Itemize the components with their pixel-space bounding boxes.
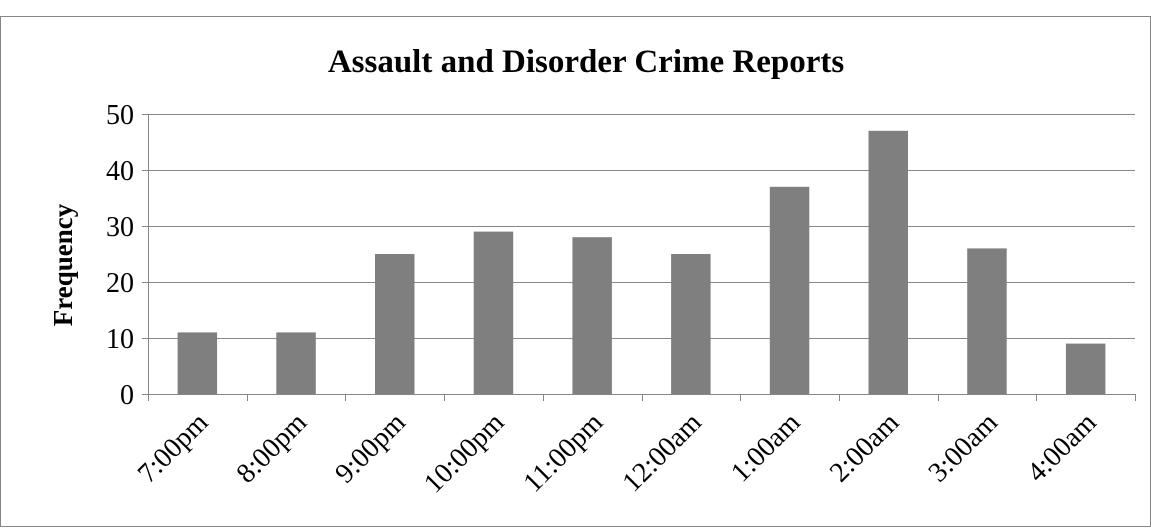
bar-3:00am bbox=[967, 248, 1007, 394]
y-tick-label: 20 bbox=[106, 268, 134, 299]
y-tick-label: 50 bbox=[106, 100, 134, 131]
bar-12:00am bbox=[671, 254, 711, 394]
y-tick-label: 40 bbox=[106, 156, 134, 187]
bar-2:00am bbox=[868, 130, 908, 395]
axes bbox=[142, 114, 1136, 401]
bar-7:00pm bbox=[177, 332, 218, 394]
bar-10:00pm bbox=[473, 231, 514, 394]
chart-title: Assault and Disorder Crime Reports bbox=[328, 44, 845, 80]
y-tick-label: 0 bbox=[120, 380, 134, 411]
bar-1:00am bbox=[769, 186, 810, 394]
y-axis-label: Frequency bbox=[48, 203, 78, 326]
bar-4:00am bbox=[1065, 343, 1106, 394]
bar-8:00pm bbox=[276, 332, 316, 394]
y-tick-label: 30 bbox=[106, 212, 134, 243]
y-tick-labels: 0 10 20 30 40 50 bbox=[106, 100, 134, 411]
bar-11:00pm bbox=[572, 237, 612, 394]
y-tick-label: 10 bbox=[106, 324, 134, 355]
bar-9:00pm bbox=[375, 254, 415, 394]
bars bbox=[177, 130, 1106, 395]
